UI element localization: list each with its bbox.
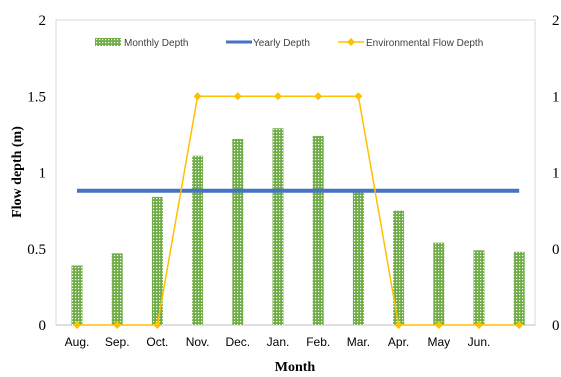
x-tick-label: Nov. [186, 335, 210, 349]
environmental-flow-marker [434, 321, 443, 329]
environmental-flow-marker [274, 92, 282, 101]
x-tick-label: Apr. [388, 335, 409, 349]
y-right-tick-label: 1 [552, 89, 560, 105]
plot-area-frame [55, 19, 536, 326]
monthly-depth-bar [393, 210, 405, 325]
y-tick-label: 1 [39, 166, 47, 182]
x-tick-label: Oct. [146, 335, 168, 349]
monthly-depth-bar [192, 155, 204, 325]
y-tick-label: 0.5 [27, 242, 46, 258]
environmental-flow-series [73, 92, 524, 329]
environmental-flow-marker [233, 92, 242, 101]
monthly-depth-bar [312, 135, 324, 325]
monthly-depth-bar [272, 128, 284, 325]
environmental-flow-marker [354, 92, 363, 101]
monthly-depth-bar [232, 138, 244, 325]
x-tick-label: Feb. [306, 335, 330, 349]
x-tick-label: Sep. [105, 335, 130, 349]
environmental-flow-marker [113, 321, 122, 329]
y-right-tick-label: 0 [552, 318, 560, 334]
legend-label-environmental-flow: Environmental Flow Depth [366, 38, 483, 49]
legend-swatch-monthly-depth [95, 38, 121, 46]
y-right-tick-label: 0 [552, 242, 560, 258]
legend-label-monthly-depth: Monthly Depth [124, 38, 188, 49]
legend-marker-environmental-flow [347, 38, 355, 46]
x-axis-ticks: Aug. Sep. Oct. Nov. Dec. Jan. Feb. Mar. Apr. May J… [65, 335, 491, 349]
x-axis-label: Month [275, 360, 316, 375]
y-right-tick-label: 2 [552, 13, 560, 29]
monthly-depth-bar [111, 253, 123, 325]
environmental-flow-marker [515, 321, 524, 329]
monthly-depth-bar [151, 196, 163, 325]
x-tick-label: Aug. [65, 335, 90, 349]
y-tick-label: 0 [39, 318, 47, 334]
x-tick-label: May [427, 335, 450, 349]
environmental-flow-marker [314, 92, 323, 101]
environmental-flow-marker [394, 321, 403, 329]
environmental-flow-marker [193, 92, 202, 101]
monthly-depth-bar [513, 251, 525, 325]
x-tick-label: Mar. [347, 335, 370, 349]
legend: Monthly Depth Yearly Depth Environmental F… [95, 38, 483, 49]
legend-label-yearly-depth: Yearly Depth [253, 38, 310, 49]
environmental-flow-marker [153, 321, 162, 329]
y-axis-right-ticks: 0 0 1 1 2 [552, 13, 560, 334]
environmental-flow-line [77, 95, 520, 326]
monthly-depth-bar [71, 265, 83, 325]
x-tick-label: Jun. [468, 335, 491, 349]
monthly-depth-bar [352, 192, 364, 325]
monthly-depth-bar [433, 242, 445, 325]
monthly-depth-bars [71, 128, 525, 325]
environmental-flow-marker [73, 321, 81, 329]
y-axis-label: Flow depth (m) [10, 126, 25, 218]
monthly-depth-bar [473, 250, 485, 325]
y-axis-ticks: 0 0.5 1 1.5 2 [27, 13, 46, 334]
environmental-flow-marker [475, 321, 483, 329]
y-tick-label: 1.5 [27, 89, 46, 105]
x-tick-label: Jan. [267, 335, 290, 349]
x-tick-label: Dec. [225, 335, 250, 349]
y-tick-label: 2 [39, 13, 47, 29]
y-right-tick-label: 1 [552, 166, 560, 182]
